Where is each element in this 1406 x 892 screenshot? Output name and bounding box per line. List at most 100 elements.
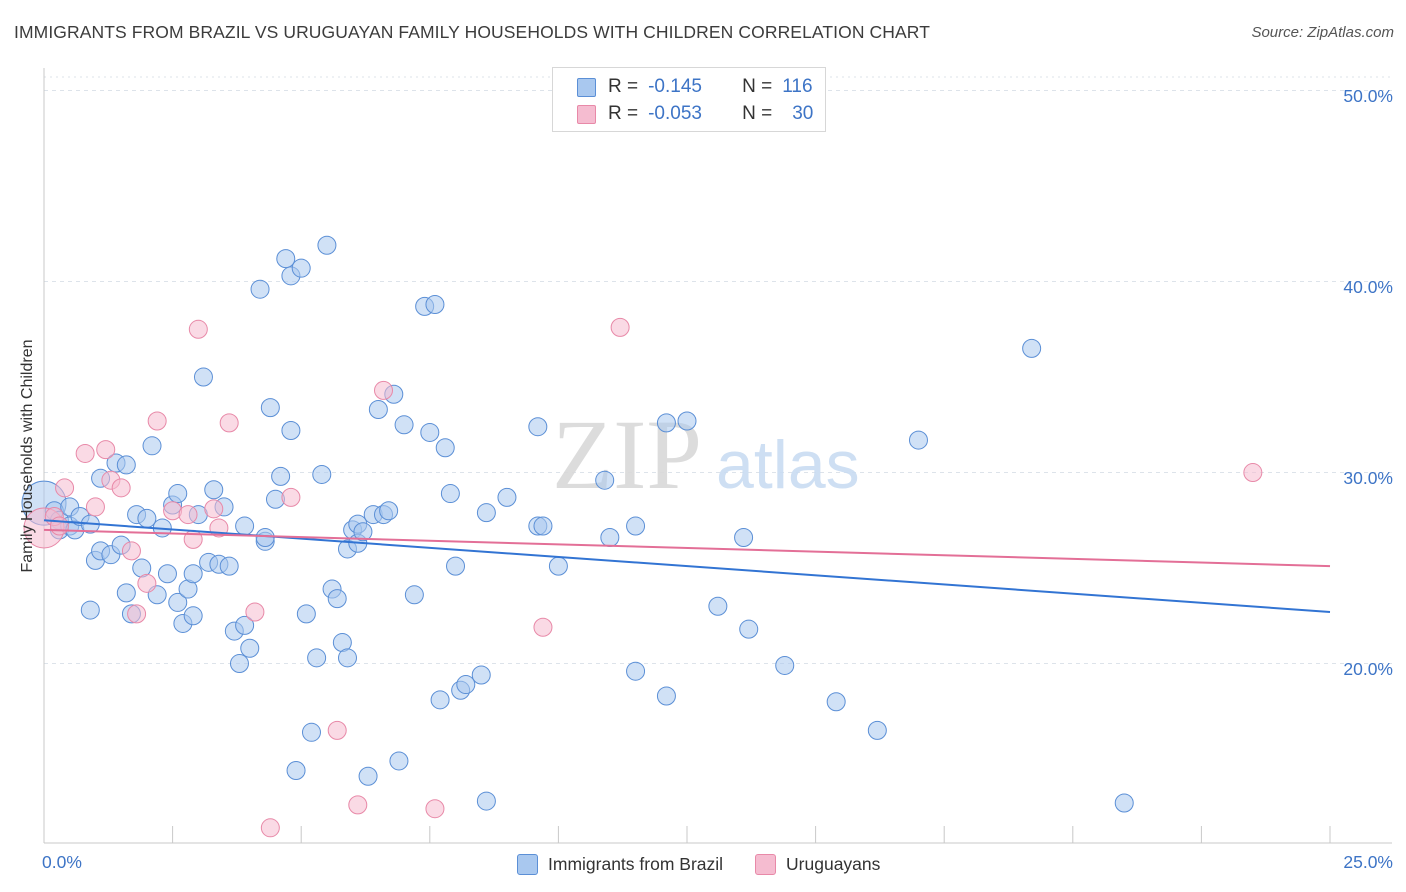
brazil-point [775,655,795,675]
brazil-point [286,761,306,781]
legend-r-value-uruguayans: -0.053 [648,103,702,124]
brazil-point [142,436,162,456]
brazil-point [281,421,301,441]
brazil-point [471,665,491,685]
brazil-point [456,675,476,695]
uruguayans-point [137,573,157,593]
brazil-point [183,564,203,584]
brazil-point [240,638,260,658]
series-uruguayans-points [23,317,1263,838]
brazil-point [250,279,270,299]
brazil-point [116,583,136,603]
brazil-point [404,585,424,605]
uruguayans-point [245,602,265,622]
legend-r-value-brazil: -0.145 [648,76,702,97]
brazil-point [739,619,759,639]
legend-swatch-uruguayans [755,853,777,875]
brazil-point [1022,338,1042,358]
brazil-point [168,592,188,612]
brazil-point [548,556,568,576]
brazil-point [291,258,311,278]
uruguayans-point [75,443,95,463]
brazil-point [157,564,177,584]
watermark-atlas: atlas [716,427,860,503]
uruguayans-point [425,799,445,819]
brazil-point [296,604,316,624]
source-credit: Source: ZipAtlas.com [1251,24,1394,41]
brazil-point [260,398,280,418]
legend-n-value-brazil: 116 [782,76,813,97]
brazil-point [908,430,928,450]
brazil-point [677,411,697,431]
brazil-point [497,487,517,507]
uruguayans-point [610,317,630,337]
uruguayans-point [188,319,208,339]
brazil-point [389,751,409,771]
uruguayans-point [49,516,69,536]
brazil-point [626,661,646,681]
brazil-point [301,722,321,742]
brazil-point [80,600,100,620]
uruguayans-point [127,604,147,624]
uruguayans-point [85,497,105,517]
uruguayans-point [111,478,131,498]
series-brazil-points [21,235,1134,813]
legend-swatch-brazil [517,853,538,875]
uruguayans-point [374,380,394,400]
legend-item-uruguayans: Uruguayans [755,853,880,875]
brazil-point [600,527,620,547]
uruguayans-point [147,411,167,431]
brazil-point [353,522,373,542]
brazil-point [327,589,347,609]
trend-lines [43,519,1331,613]
brazil-point [358,766,378,786]
brazil-point [394,415,414,435]
legend-n-value-uruguayans: 30 [792,103,814,124]
uruguayans-point [219,413,239,433]
watermark-zip: ZIP [552,399,702,510]
brazil-point [826,692,846,712]
legend-item-brazil: Immigrants from Brazil [517,853,723,875]
brazil-point [656,413,676,433]
series-legend: Immigrants from Brazil Uruguayans [517,852,912,876]
y-tick-label-20: 20.0% [1343,659,1393,679]
y-axis-label: Family Households with Children [19,339,36,573]
brazil-point [435,438,455,458]
brazil-point [337,648,357,668]
brazil-point [307,648,327,668]
brazil-point [235,516,255,536]
brazil-point [271,466,291,486]
brazil-point [193,367,213,387]
y-tick-label-40: 40.0% [1343,277,1393,297]
brazil-point [708,596,728,616]
brazil-point [867,720,887,740]
brazil-point [1114,793,1134,813]
x-tick-label-max: 25.0% [1343,852,1393,872]
brazil-point [734,527,754,547]
brazil-point [533,516,553,536]
legend-swatch-uruguayans [577,104,596,124]
uruguayans-point [260,818,280,838]
brazil-point [440,484,460,504]
uruguayans-point [1243,463,1263,483]
legend-n-label: N = [742,103,773,124]
brazil-point [276,249,296,269]
uruguayans-point [96,440,116,460]
brazil-point [235,615,255,635]
x-tick-label-min: 0.0% [42,852,82,872]
brazil-point [137,508,157,528]
legend-r-label: R = [608,76,639,97]
trend-line-uruguayans [43,528,1331,568]
uruguayans-point [327,720,347,740]
legend-row-uruguayans: R = -0.053 N = 30 [577,101,813,127]
legend-swatch-brazil [577,77,596,97]
legend-r-label: R = [608,103,639,124]
brazil-point [476,791,496,811]
brazil-point [430,690,450,710]
brazil-point [595,470,615,490]
brazil-point [116,455,136,475]
brazil-point [183,606,203,626]
uruguayans-point [204,499,224,519]
brazil-point [420,422,440,442]
